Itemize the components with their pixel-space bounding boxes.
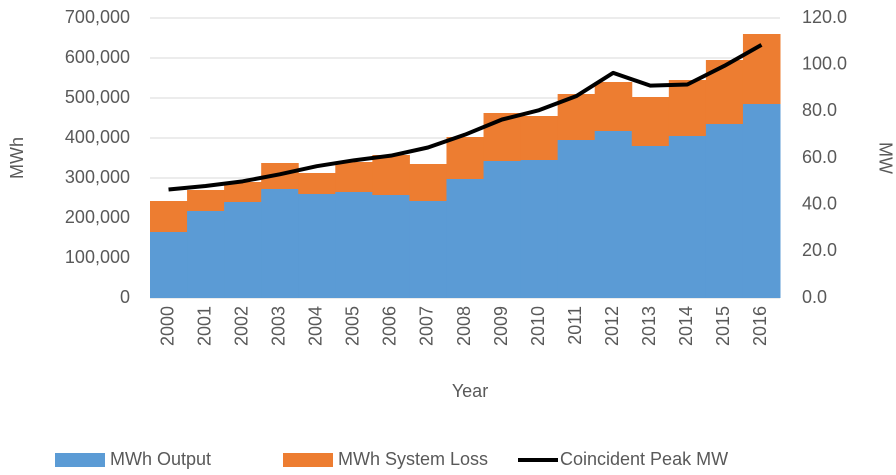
y2-tick-label: 40.0	[802, 193, 837, 213]
x-tick-label: 2011	[565, 306, 585, 345]
bar	[187, 190, 225, 211]
x-tick-label: 2015	[713, 306, 733, 346]
bar	[668, 80, 707, 136]
bar	[150, 232, 188, 298]
bar	[520, 160, 559, 298]
bar	[557, 140, 596, 298]
bar	[187, 211, 225, 298]
y-tick-label: 600,000	[65, 47, 130, 67]
bar	[372, 195, 410, 298]
y-tick-label: 100,000	[65, 247, 130, 267]
bar	[224, 182, 262, 202]
legend-label: Coincident Peak MW	[560, 449, 728, 469]
legend-label: MWh Output	[110, 449, 211, 469]
y-tick-label: 0	[120, 287, 130, 307]
bar	[298, 173, 336, 194]
y-tick-label: 700,000	[65, 7, 130, 27]
x-tick-label: 2012	[602, 306, 622, 346]
y-tick-label: 200,000	[65, 207, 130, 227]
bar	[261, 189, 299, 298]
bar	[372, 155, 410, 195]
legend-label: MWh System Loss	[338, 449, 488, 469]
y-tick-label: 400,000	[65, 127, 130, 147]
bar	[705, 124, 744, 298]
bar	[446, 137, 485, 179]
x-tick-label: 2003	[268, 306, 288, 346]
x-tick-label: 2002	[231, 306, 251, 346]
x-tick-label: 2004	[306, 306, 326, 346]
bar	[520, 116, 559, 160]
y2-tick-label: 20.0	[802, 240, 837, 260]
bar	[298, 194, 336, 298]
x-tick-label: 2007	[417, 306, 437, 346]
x-tick-label: 2008	[454, 306, 474, 346]
x-axis-title: Year	[452, 381, 488, 401]
y2-tick-label: 80.0	[802, 100, 837, 120]
bar	[409, 201, 447, 298]
bar	[705, 60, 744, 124]
x-tick-label: 2005	[343, 306, 363, 346]
bar	[150, 201, 188, 232]
legend-swatch	[283, 453, 333, 467]
bar	[742, 104, 781, 298]
bar	[483, 161, 522, 298]
x-tick-label: 2013	[639, 306, 659, 346]
bar	[668, 136, 707, 298]
bar	[224, 202, 262, 298]
line	[168, 43, 763, 192]
legend-swatch	[55, 453, 105, 467]
bar	[631, 97, 670, 146]
bar	[742, 34, 781, 104]
y-tick-label: 300,000	[65, 167, 130, 187]
y2-tick-label: 0.0	[802, 287, 827, 307]
bar	[335, 192, 373, 298]
x-tick-label: 2009	[491, 306, 511, 346]
bar	[446, 179, 485, 298]
bar	[594, 82, 633, 131]
x-tick-label: 2006	[380, 306, 400, 346]
y2-tick-label: 60.0	[802, 147, 837, 167]
bar	[335, 162, 373, 192]
y-tick-label: 500,000	[65, 87, 130, 107]
y2-axis-title: MW	[875, 142, 895, 174]
bar	[594, 131, 633, 298]
x-tick-label: 2016	[750, 306, 770, 346]
bar	[631, 146, 670, 298]
y-axis-title: MWh	[7, 137, 27, 179]
x-tick-label: 2014	[676, 306, 696, 346]
x-tick-label: 2001	[194, 306, 214, 346]
y2-tick-label: 100.0	[802, 53, 847, 73]
bar	[409, 164, 447, 201]
x-tick-label: 2000	[157, 306, 177, 346]
y2-tick-label: 120.0	[802, 7, 847, 27]
x-tick-label: 2010	[528, 306, 548, 346]
